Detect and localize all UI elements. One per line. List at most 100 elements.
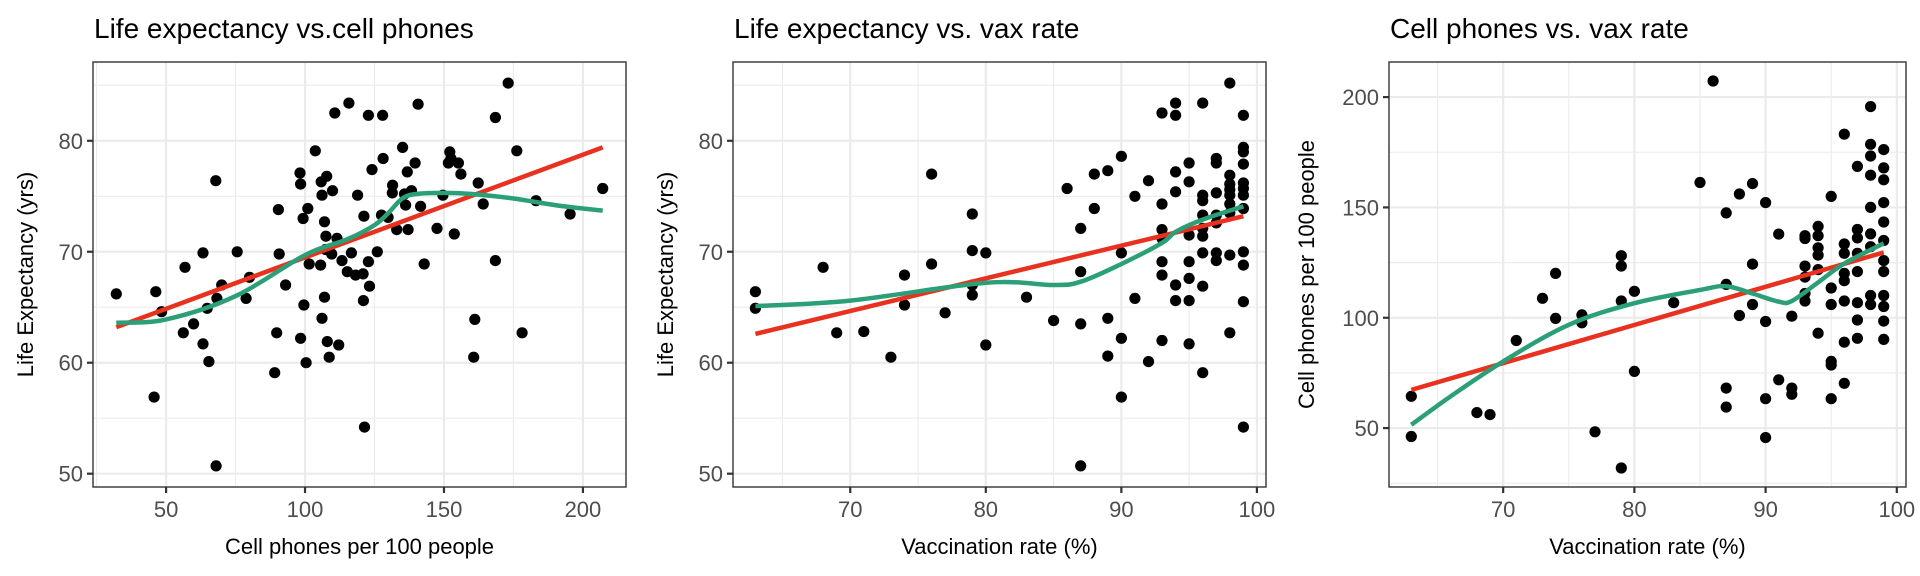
- data-point: [1237, 146, 1249, 158]
- data-point: [303, 258, 315, 270]
- data-point: [431, 222, 443, 234]
- data-point: [1237, 246, 1249, 258]
- data-point: [316, 189, 328, 201]
- data-point: [1197, 97, 1209, 109]
- y-tick-label: 100: [1342, 306, 1379, 331]
- data-point: [1484, 409, 1496, 421]
- data-point: [280, 279, 292, 291]
- data-point: [1170, 186, 1182, 198]
- data-point: [1156, 269, 1168, 281]
- data-point: [1746, 178, 1759, 190]
- data-point: [1142, 356, 1155, 368]
- data-point: [1851, 232, 1863, 244]
- data-point: [1865, 101, 1877, 113]
- data-point: [386, 187, 398, 199]
- data-point: [1048, 315, 1060, 327]
- y-tick-label: 50: [1355, 416, 1379, 441]
- data-point: [1224, 327, 1236, 339]
- data-point: [1156, 256, 1168, 268]
- plot-frame: [1388, 61, 1907, 488]
- y-tick-label: 80: [59, 129, 83, 154]
- x-tick-label: 50: [154, 497, 178, 522]
- x-tick-label: 70: [1491, 497, 1515, 522]
- data-point: [1405, 390, 1417, 402]
- gridlines: [93, 62, 626, 487]
- y-tick-label: 70: [699, 240, 723, 265]
- data-point: [371, 246, 383, 258]
- data-point: [1865, 228, 1877, 240]
- data-point: [1838, 238, 1850, 250]
- data-point: [179, 261, 191, 273]
- data-point: [1170, 279, 1182, 291]
- loess-fit-curve: [1409, 241, 1885, 427]
- panel-cellphones-vs-vaxrate: Cell phones vs. vax rate Vaccination rat…: [1294, 13, 1915, 559]
- gridlines: [733, 62, 1266, 487]
- data-point: [452, 157, 464, 169]
- data-point: [210, 460, 222, 472]
- data-point: [1720, 207, 1732, 219]
- data-point: [363, 280, 376, 292]
- data-point: [1197, 195, 1209, 207]
- data-point: [1536, 292, 1549, 304]
- data-point: [1851, 223, 1863, 236]
- data-point: [1707, 75, 1719, 87]
- data-point: [1733, 309, 1745, 322]
- data-point: [177, 327, 189, 339]
- x-tick-label: 200: [565, 497, 602, 522]
- data-point: [415, 200, 427, 212]
- data-point: [1197, 230, 1209, 242]
- data-point: [468, 351, 480, 363]
- y-tick-label: 70: [59, 240, 83, 265]
- data-point: [110, 288, 122, 300]
- data-point: [1812, 220, 1824, 232]
- x-axis-title: Vaccination rate (%): [901, 534, 1097, 559]
- data-point: [148, 391, 160, 403]
- data-point: [1075, 222, 1087, 234]
- data-point: [1628, 285, 1640, 297]
- data-point: [240, 292, 252, 304]
- data-point: [448, 228, 460, 240]
- data-point: [1020, 291, 1033, 303]
- data-point: [197, 247, 209, 259]
- data-point: [1825, 393, 1837, 405]
- x-tick-label: 100: [1878, 497, 1915, 522]
- data-point: [409, 157, 421, 169]
- data-point: [1088, 168, 1100, 180]
- data-point: [1878, 174, 1890, 186]
- data-point: [1851, 332, 1863, 344]
- data-point: [1851, 266, 1863, 278]
- data-point: [1156, 107, 1168, 119]
- data-point: [269, 367, 281, 379]
- data-point: [1197, 367, 1209, 379]
- data-point: [1129, 292, 1141, 304]
- data-point: [1115, 391, 1127, 403]
- data-point: [1865, 169, 1877, 181]
- x-tick-label: 80: [974, 497, 998, 522]
- data-point: [926, 258, 938, 270]
- data-point: [1237, 109, 1249, 121]
- x-tick-label: 90: [1109, 497, 1133, 522]
- data-point: [1129, 190, 1141, 202]
- data-point: [315, 259, 327, 271]
- x-tick-label: 100: [1239, 497, 1276, 522]
- data-point: [1878, 315, 1890, 327]
- data-point: [316, 312, 328, 324]
- data-point: [188, 318, 200, 330]
- data-point: [1075, 266, 1087, 278]
- data-point: [966, 289, 978, 301]
- data-point: [1210, 255, 1222, 267]
- panel-life-vs-vaxrate: Life expectancy vs. vax rate Vaccination…: [653, 13, 1275, 559]
- data-point: [1878, 144, 1890, 156]
- data-point: [1773, 228, 1785, 240]
- data-point: [321, 170, 333, 182]
- data-point: [318, 216, 331, 228]
- data-point: [1799, 260, 1811, 272]
- data-point: [271, 327, 283, 339]
- data-point: [1589, 426, 1601, 438]
- data-point: [1142, 175, 1155, 187]
- data-point: [966, 208, 978, 220]
- data-point: [377, 152, 389, 165]
- data-point: [362, 256, 374, 268]
- data-point: [1510, 334, 1522, 347]
- data-point: [329, 107, 341, 119]
